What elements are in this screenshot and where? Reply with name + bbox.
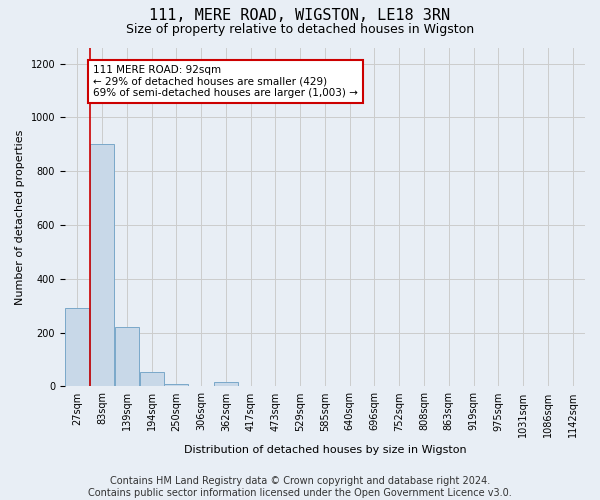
Bar <box>65 308 89 386</box>
Bar <box>90 144 114 386</box>
Bar <box>164 384 188 386</box>
Text: 111 MERE ROAD: 92sqm
← 29% of detached houses are smaller (429)
69% of semi-deta: 111 MERE ROAD: 92sqm ← 29% of detached h… <box>94 65 358 98</box>
Text: 111, MERE ROAD, WIGSTON, LE18 3RN: 111, MERE ROAD, WIGSTON, LE18 3RN <box>149 8 451 22</box>
Bar <box>214 382 238 386</box>
Text: Contains HM Land Registry data © Crown copyright and database right 2024.
Contai: Contains HM Land Registry data © Crown c… <box>88 476 512 498</box>
Bar <box>140 372 164 386</box>
Text: Size of property relative to detached houses in Wigston: Size of property relative to detached ho… <box>126 22 474 36</box>
Bar <box>115 328 139 386</box>
X-axis label: Distribution of detached houses by size in Wigston: Distribution of detached houses by size … <box>184 445 466 455</box>
Y-axis label: Number of detached properties: Number of detached properties <box>15 130 25 304</box>
